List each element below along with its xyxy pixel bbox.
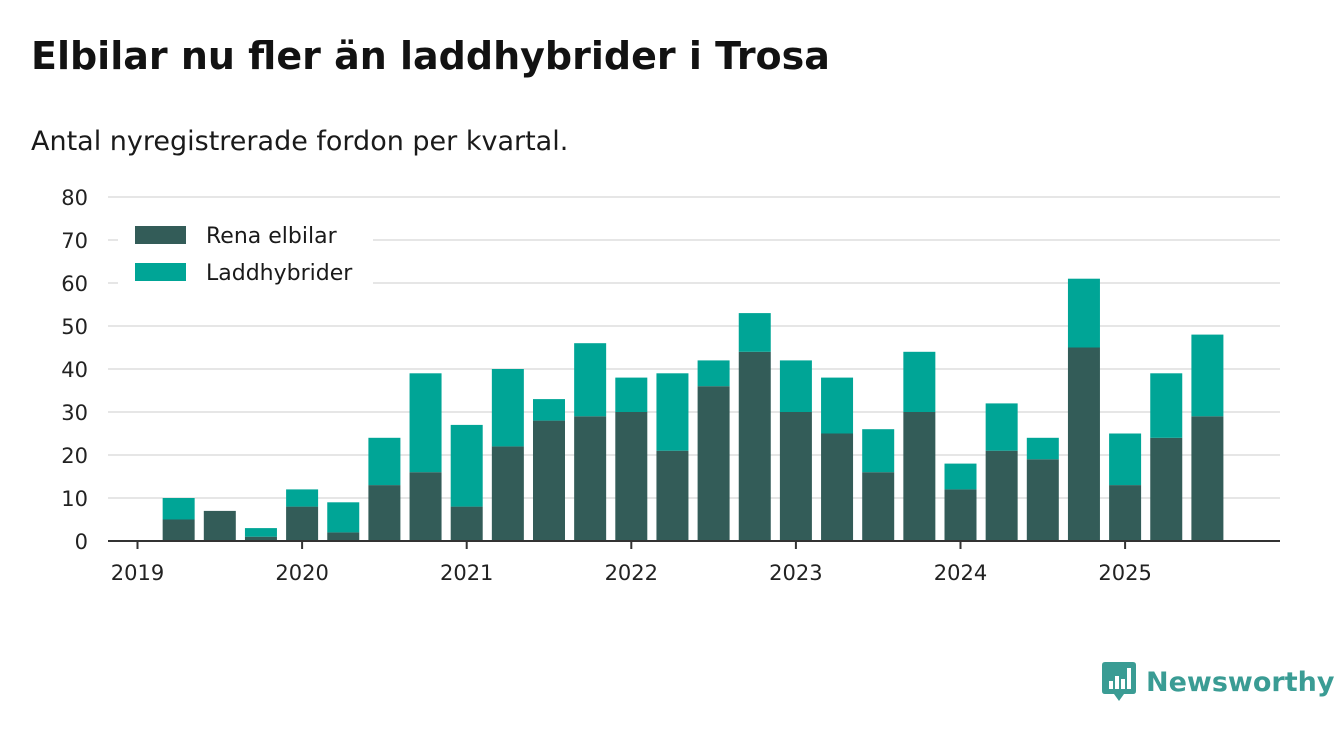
x-tick-label: 2025 (1098, 561, 1151, 585)
bar-laddhybrider (862, 429, 895, 473)
bar-rena-elbilar (1067, 347, 1100, 541)
bar-rena-elbilar (615, 412, 648, 541)
bar-laddhybrider (1026, 437, 1059, 460)
bar-rena-elbilar (862, 472, 895, 541)
legend-swatch (135, 226, 186, 244)
bar-rena-elbilar (327, 532, 360, 541)
legend: Rena elbilar Laddhybrider (118, 215, 373, 295)
bar-laddhybrider (903, 351, 936, 412)
bar-rena-elbilar (1109, 485, 1142, 541)
y-tick-label: 30 (61, 401, 88, 425)
bar-laddhybrider (1191, 334, 1224, 417)
bar-rena-elbilar (450, 506, 483, 541)
bar-laddhybrider (450, 424, 483, 507)
bar-rena-elbilar (533, 420, 565, 541)
bar-rena-elbilar (244, 536, 277, 541)
bar-rena-elbilar (944, 489, 977, 541)
y-tick-label: 70 (61, 229, 88, 253)
bar-laddhybrider (656, 373, 689, 451)
bar-rena-elbilar (162, 519, 195, 541)
bar-laddhybrider (327, 502, 360, 533)
legend-label: Laddhybrider (206, 261, 353, 286)
bar-laddhybrider (821, 377, 854, 434)
bar-laddhybrider (574, 343, 607, 417)
bar-laddhybrider (944, 463, 977, 490)
bar-laddhybrider (985, 403, 1018, 451)
y-tick-label: 0 (75, 530, 88, 554)
bar-rena-elbilar (985, 450, 1018, 541)
y-tick-label: 20 (61, 444, 88, 468)
bar-rena-elbilar (574, 416, 607, 541)
bar-laddhybrider (491, 369, 524, 447)
bar-rena-elbilar (656, 450, 689, 541)
bar-rena-elbilar (1150, 437, 1183, 541)
bar-laddhybrider (1150, 373, 1183, 438)
bar-laddhybrider (779, 360, 812, 412)
bar-laddhybrider (244, 528, 277, 537)
bar-rena-elbilar (1191, 416, 1224, 541)
bar-laddhybrider (697, 360, 730, 387)
bar-rena-elbilar (903, 412, 936, 541)
bar-laddhybrider (738, 313, 771, 352)
bar-laddhybrider (615, 377, 648, 412)
x-tick-label: 2023 (769, 561, 822, 585)
axis-layer: 0 10 20 30 40 50 60 70 80 2019 2020 2021 2022 2023 202… (61, 186, 1280, 585)
bar-chart-bubble-icon (1102, 662, 1136, 701)
bar-laddhybrider (1109, 433, 1142, 486)
legend-swatch (135, 263, 186, 281)
y-tick-label: 50 (61, 315, 88, 339)
bar-rena-elbilar (779, 412, 812, 541)
brand-logo: Newsworthy (1102, 662, 1334, 702)
y-tick-label: 60 (61, 272, 88, 296)
bar-laddhybrider (1067, 278, 1100, 348)
x-tick-label: 2021 (440, 561, 493, 585)
legend-label: Rena elbilar (206, 224, 338, 249)
bar-rena-elbilar (368, 485, 401, 541)
bar-layer (162, 278, 1224, 541)
brand-name: Newsworthy (1146, 666, 1335, 698)
x-tick-label: 2024 (934, 561, 987, 585)
bar-laddhybrider (533, 399, 565, 421)
bar-laddhybrider (162, 498, 195, 520)
chart-title: Elbilar nu fler än laddhybrider i Trosa (31, 34, 830, 78)
bar-rena-elbilar (409, 472, 442, 541)
bar-laddhybrider (368, 437, 401, 486)
bar-rena-elbilar (1026, 459, 1059, 541)
bar-laddhybrider (409, 373, 442, 473)
y-tick-label: 80 (61, 186, 88, 210)
bar-rena-elbilar (203, 510, 236, 541)
bar-rena-elbilar (491, 446, 524, 541)
y-tick-label: 10 (61, 487, 88, 511)
y-tick-label: 40 (61, 358, 88, 382)
bar-rena-elbilar (738, 351, 771, 541)
x-tick-label: 2019 (111, 561, 164, 585)
bar-rena-elbilar (286, 506, 319, 541)
chart-subtitle: Antal nyregistrerade fordon per kvartal. (31, 126, 569, 157)
bar-rena-elbilar (697, 386, 730, 541)
bar-laddhybrider (286, 489, 319, 507)
bar-rena-elbilar (821, 433, 854, 541)
x-tick-label: 2020 (275, 561, 328, 585)
x-tick-label: 2022 (605, 561, 658, 585)
